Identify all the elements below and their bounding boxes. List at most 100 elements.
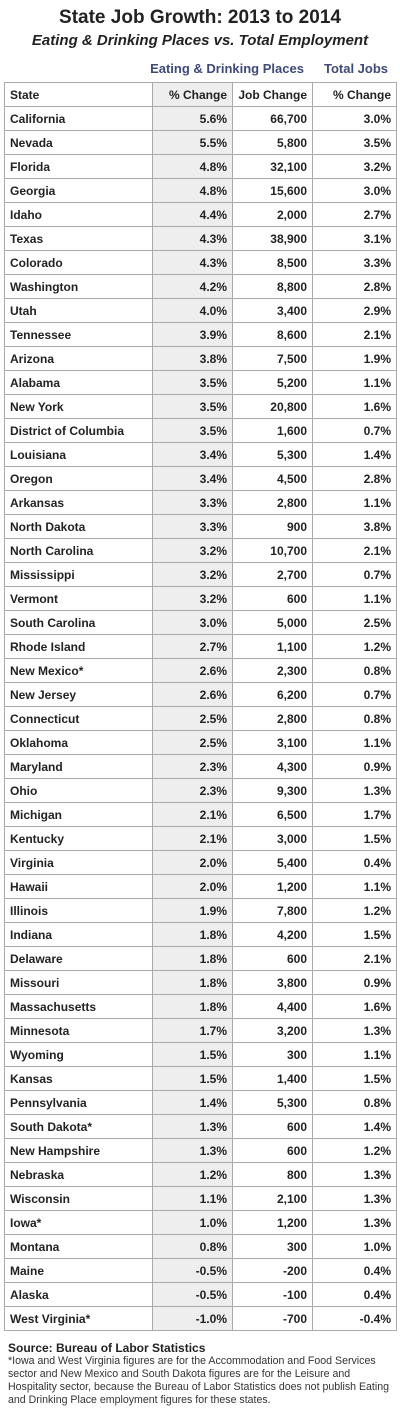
value-cell: 1.3% (312, 1186, 397, 1211)
value-cell: 3.3% (152, 490, 233, 515)
state-cell: Tennessee (4, 322, 153, 347)
state-cell: Kansas (4, 1066, 153, 1091)
state-cell: South Carolina (4, 610, 153, 635)
value-cell: 1.7% (312, 802, 397, 827)
table-row: Iowa* 1.0% 1,200 1.3% (4, 1210, 397, 1235)
value-cell: 1.1% (312, 1042, 397, 1067)
table-row: Idaho 4.4% 2,000 2.7% (4, 202, 397, 227)
value-cell: 3.5% (152, 394, 233, 419)
value-cell: 0.9% (312, 754, 397, 779)
value-cell: 2.7% (152, 634, 233, 659)
value-cell: 2.8% (312, 274, 397, 299)
table-row: Illinois 1.9% 7,800 1.2% (4, 898, 397, 923)
value-cell: 2.6% (152, 658, 233, 683)
value-cell: 2,700 (232, 562, 313, 587)
value-cell: 7,500 (232, 346, 313, 371)
value-cell: 8,600 (232, 322, 313, 347)
state-cell: Illinois (4, 898, 153, 923)
group-header: Eating & Drinking Places (150, 61, 304, 76)
value-cell: 2.8% (312, 466, 397, 491)
data-table: State% Change Job Change% Change Californi… (4, 82, 397, 1331)
state-cell: Wisconsin (4, 1186, 153, 1211)
value-cell: 2.9% (312, 298, 397, 323)
state-cell: Louisiana (4, 442, 153, 467)
value-cell: 1,600 (232, 418, 313, 443)
table-row: Louisiana 3.4% 5,300 1.4% (4, 442, 397, 467)
value-cell: 300 (232, 1042, 313, 1067)
table-row: Montana 0.8% 300 1.0% (4, 1234, 397, 1259)
table-row: Maine -0.5% -200 0.4% (4, 1258, 397, 1283)
table-row: California 5.6% 66,700 3.0% (4, 106, 397, 131)
table-row: Massachusetts 1.8% 4,400 1.6% (4, 994, 397, 1019)
value-cell: 1.0% (312, 1234, 397, 1259)
value-cell: 1.8% (152, 946, 233, 971)
value-cell: 3.0% (312, 178, 397, 203)
value-cell: 1.1% (312, 490, 397, 515)
table-row: Minnesota 1.7% 3,200 1.3% (4, 1018, 397, 1043)
value-cell: 3.0% (312, 106, 397, 131)
table-row: North Dakota 3.3% 900 3.8% (4, 514, 397, 539)
value-cell: 4,200 (232, 922, 313, 947)
table-row: Oregon 3.4% 4,500 2.8% (4, 466, 397, 491)
value-cell: 3.3% (312, 250, 397, 275)
value-cell: 1.4% (312, 1114, 397, 1139)
state-cell: Vermont (4, 586, 153, 611)
value-cell: 1.0% (152, 1210, 233, 1235)
state-cell: Mississippi (4, 562, 153, 587)
value-cell: 1.3% (152, 1138, 233, 1163)
table-row: New Hampshire 1.3% 600 1.2% (4, 1138, 397, 1163)
table-row: District of Columbia 3.5% 1,600 0.7% (4, 418, 397, 443)
value-cell: 600 (232, 1114, 313, 1139)
value-cell: 1.7% (152, 1018, 233, 1043)
table-row: Oklahoma 2.5% 3,100 1.1% (4, 730, 397, 755)
state-cell: Maryland (4, 754, 153, 779)
value-cell: 1.5% (152, 1042, 233, 1067)
table-row: Pennsylvania 1.4% 5,300 0.8% (4, 1090, 397, 1115)
state-cell: California (4, 106, 153, 131)
table-row: Connecticut 2.5% 2,800 0.8% (4, 706, 397, 731)
value-cell: 2.0% (152, 874, 233, 899)
state-cell: New Jersey (4, 682, 153, 707)
value-cell: -0.4% (312, 1306, 397, 1331)
table-row: Kansas 1.5% 1,400 1.5% (4, 1066, 397, 1091)
table-row: Arizona 3.8% 7,500 1.9% (4, 346, 397, 371)
value-cell: % Change (312, 82, 397, 107)
table-row: Washington 4.2% 8,800 2.8% (4, 274, 397, 299)
value-cell: 0.7% (312, 682, 397, 707)
state-cell: Idaho (4, 202, 153, 227)
value-cell: 0.7% (312, 562, 397, 587)
value-cell: % Change (152, 82, 233, 107)
state-cell: North Carolina (4, 538, 153, 563)
value-cell: 15,600 (232, 178, 313, 203)
table-row: Nevada 5.5% 5,800 3.5% (4, 130, 397, 155)
table-row: Indiana 1.8% 4,200 1.5% (4, 922, 397, 947)
value-cell: 5,300 (232, 442, 313, 467)
value-cell: 2.3% (152, 778, 233, 803)
table-row: Tennessee 3.9% 8,600 2.1% (4, 322, 397, 347)
state-cell: Georgia (4, 178, 153, 203)
state-cell: Hawaii (4, 874, 153, 899)
value-cell: 0.4% (312, 1282, 397, 1307)
value-cell: -200 (232, 1258, 313, 1283)
value-cell: 600 (232, 1138, 313, 1163)
state-cell: Delaware (4, 946, 153, 971)
table-row: Michigan 2.1% 6,500 1.7% (4, 802, 397, 827)
value-cell: 300 (232, 1234, 313, 1259)
state-cell: Iowa* (4, 1210, 153, 1235)
state-cell: Montana (4, 1234, 153, 1259)
table-row: Vermont 3.2% 600 1.1% (4, 586, 397, 611)
state-cell: Utah (4, 298, 153, 323)
value-cell: 0.8% (152, 1234, 233, 1259)
value-cell: 2.5% (152, 730, 233, 755)
value-cell: 66,700 (232, 106, 313, 131)
value-cell: 3.8% (312, 514, 397, 539)
value-cell: 0.9% (312, 970, 397, 995)
value-cell: 5,300 (232, 1090, 313, 1115)
value-cell: 1.6% (312, 994, 397, 1019)
subtitle: Eating & Drinking Places vs. Total Emplo… (31, 32, 369, 49)
table-row: Arkansas 3.3% 2,800 1.1% (4, 490, 397, 515)
value-cell: 3.1% (312, 226, 397, 251)
value-cell: 1.3% (312, 1018, 397, 1043)
table-row: Alaska -0.5% -100 0.4% (4, 1282, 397, 1307)
state-cell: Missouri (4, 970, 153, 995)
